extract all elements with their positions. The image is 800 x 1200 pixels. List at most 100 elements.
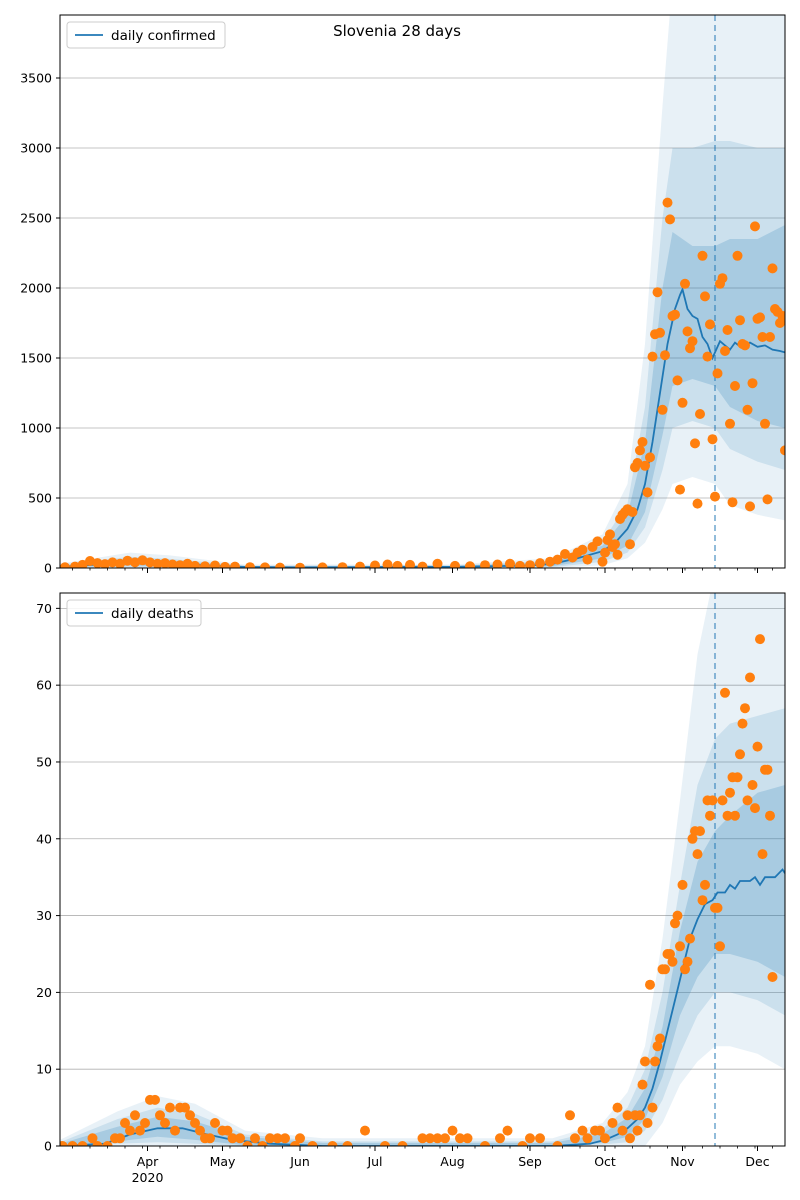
observed-point [642, 487, 653, 498]
observed-point [677, 879, 688, 890]
observed-point [712, 902, 723, 913]
observed-point [272, 1133, 283, 1144]
observed-point [137, 555, 148, 566]
observed-point [700, 291, 710, 302]
observed-point [182, 558, 193, 568]
observed-point [392, 560, 403, 568]
observed-point [170, 1125, 180, 1136]
observed-point [617, 1125, 628, 1136]
observed-point [295, 1133, 305, 1144]
observed-point [342, 1141, 353, 1146]
observed-point [327, 1141, 338, 1146]
observed-point [752, 741, 763, 752]
plot-area [60, 593, 785, 1146]
observed-point [160, 558, 170, 568]
observed-point [732, 250, 743, 261]
observed-point [742, 404, 753, 415]
observed-point [417, 561, 428, 568]
observed-point [675, 941, 685, 952]
observed-point [200, 561, 210, 568]
y-tick-label: 2000 [20, 281, 52, 296]
observed-point [747, 378, 758, 389]
observed-point [597, 556, 608, 567]
observed-point [600, 1133, 610, 1144]
observed-point [735, 749, 745, 760]
observed-point [85, 556, 95, 566]
observed-point [462, 1133, 473, 1144]
observed-point [662, 197, 673, 208]
observed-point [595, 1125, 605, 1136]
observed-point [755, 312, 765, 323]
observed-point [130, 557, 140, 568]
observed-point [655, 1033, 665, 1044]
figure-title: Slovenia 28 days [333, 22, 461, 40]
observed-point [560, 549, 570, 559]
legend-label: daily confirmed [111, 28, 216, 44]
observed-point [447, 1125, 458, 1136]
observed-point [180, 1102, 190, 1113]
observed-point [417, 1133, 428, 1144]
observed-point [92, 558, 103, 568]
observed-point [732, 772, 743, 783]
observed-point [130, 1110, 140, 1121]
observed-point [670, 918, 680, 929]
observed-point [780, 445, 785, 456]
legend-label: daily deaths [111, 606, 194, 622]
observed-point [717, 795, 728, 806]
y-tick-label: 500 [28, 491, 52, 506]
observed-point [720, 687, 730, 698]
observed-point [765, 332, 775, 342]
observed-point [692, 498, 703, 509]
observed-point [210, 560, 220, 568]
y-tick-label: 3500 [20, 71, 52, 86]
observed-point [517, 1141, 528, 1146]
y-tick-label: 1500 [20, 351, 52, 366]
observed-point [190, 1118, 200, 1128]
y-tick-label: 60 [36, 678, 52, 693]
observed-point [167, 559, 178, 568]
observed-point [87, 1133, 98, 1144]
observed-point [702, 351, 713, 362]
observed-point [695, 826, 705, 837]
model-line [60, 286, 785, 568]
observed-point [612, 549, 623, 560]
observed-point [432, 558, 443, 568]
observed-point [647, 351, 658, 362]
observed-point [337, 562, 348, 568]
observed-point [632, 1125, 643, 1136]
observed-point [425, 1133, 435, 1144]
observed-point [260, 562, 270, 568]
observed-point [382, 559, 393, 568]
y-tick-label: 50 [36, 754, 52, 769]
observed-point [535, 1133, 545, 1144]
observed-point [657, 404, 668, 415]
y-tick-label: 2500 [20, 211, 52, 226]
observed-point [707, 434, 718, 445]
observed-point [745, 672, 755, 683]
observed-point [405, 559, 415, 568]
y-tick-label: 10 [36, 1062, 52, 1077]
observed-point [660, 350, 670, 361]
observed-point [715, 941, 725, 952]
observed-point [655, 327, 665, 338]
observed-point [757, 332, 768, 342]
observed-point [205, 1133, 215, 1144]
observed-point [77, 1141, 88, 1146]
observed-point [242, 1141, 253, 1146]
observed-point [280, 1133, 290, 1144]
observed-point [642, 1118, 653, 1128]
observed-point [265, 1133, 275, 1144]
y-tick-label: 1000 [20, 421, 52, 436]
observed-point [632, 458, 643, 468]
observed-point [685, 933, 695, 944]
observed-point [697, 895, 708, 906]
observed-point [725, 787, 735, 798]
observed-point [317, 562, 328, 568]
observed-point [767, 263, 778, 274]
observed-point [750, 221, 760, 232]
observed-point [592, 536, 603, 547]
legend: daily confirmed [66, 21, 226, 49]
observed-point [712, 368, 723, 379]
observed-point [115, 1133, 125, 1144]
